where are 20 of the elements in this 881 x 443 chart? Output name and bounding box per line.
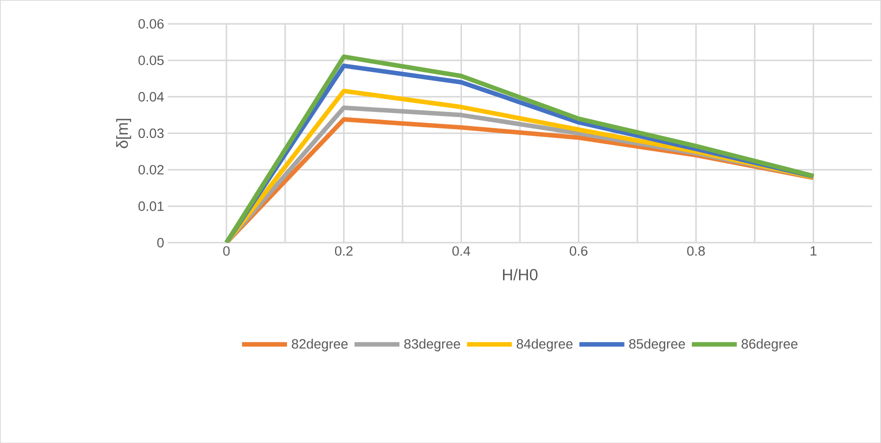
y-tick-label: 0.04 xyxy=(138,92,164,102)
y-tick-label: 0 xyxy=(157,238,164,248)
x-tick-label: 0 xyxy=(223,246,230,256)
y-tick-label: 0.05 xyxy=(138,55,164,65)
x-tick-label: 0.4 xyxy=(452,246,470,256)
x-tick-label: 1 xyxy=(810,246,817,256)
y-tick-label: 0.03 xyxy=(138,128,164,138)
legend-label: 83degree xyxy=(404,338,460,352)
legend-label: 86degree xyxy=(742,338,798,352)
x-tick-label: 0.6 xyxy=(570,246,588,256)
y-tick-label: 0.06 xyxy=(138,18,164,28)
x-tick-label: 0.8 xyxy=(687,246,705,256)
legend-label: 82degree xyxy=(292,338,348,352)
y-axis-title: δ[m] xyxy=(116,118,132,148)
y-tick-label: 0.01 xyxy=(138,201,164,211)
legend-label: 84degree xyxy=(516,338,573,352)
x-tick-label: 0.2 xyxy=(334,246,353,256)
x-axis-title: H/H0 xyxy=(503,268,538,280)
legend-label: 85degree xyxy=(629,338,685,352)
y-tick-label: 0.02 xyxy=(138,164,164,174)
